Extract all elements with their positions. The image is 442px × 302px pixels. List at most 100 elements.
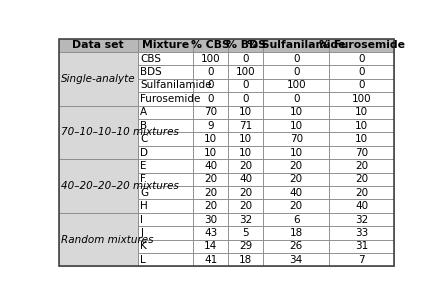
Bar	[193, 173, 228, 186]
Text: 10: 10	[239, 134, 252, 144]
Bar	[137, 65, 193, 79]
Text: % BDS: % BDS	[226, 40, 266, 50]
Text: J: J	[140, 228, 143, 238]
Text: 32: 32	[355, 214, 368, 224]
Bar	[137, 159, 193, 173]
Text: 70: 70	[290, 134, 303, 144]
Text: 10: 10	[290, 147, 303, 158]
Text: 18: 18	[239, 255, 252, 265]
Bar	[329, 159, 394, 173]
Bar	[263, 226, 329, 240]
Bar	[263, 39, 329, 52]
Text: 100: 100	[236, 67, 255, 77]
Text: BDS: BDS	[140, 67, 162, 77]
Text: 0: 0	[358, 54, 365, 64]
Text: 20: 20	[239, 161, 252, 171]
Text: 20: 20	[355, 188, 368, 198]
Text: 0: 0	[243, 54, 249, 64]
Text: F: F	[140, 174, 146, 184]
Bar	[193, 226, 228, 240]
Bar	[329, 132, 394, 146]
Bar	[228, 39, 263, 52]
Bar	[137, 146, 193, 159]
Text: 30: 30	[204, 214, 217, 224]
Text: 40–20–20–20 mixtures: 40–20–20–20 mixtures	[61, 181, 179, 191]
Bar	[329, 173, 394, 186]
Bar	[228, 146, 263, 159]
Bar	[263, 146, 329, 159]
Text: Data set: Data set	[72, 40, 124, 50]
Bar	[137, 240, 193, 253]
Text: Furosemide: Furosemide	[140, 94, 201, 104]
Bar	[59, 159, 137, 213]
Bar	[263, 240, 329, 253]
Text: 10: 10	[290, 107, 303, 117]
Bar	[329, 79, 394, 92]
Bar	[137, 79, 193, 92]
Bar	[263, 186, 329, 199]
Text: 20: 20	[204, 201, 217, 211]
Bar	[329, 146, 394, 159]
Text: 6: 6	[293, 214, 300, 224]
Bar	[137, 186, 193, 199]
Text: Single-analyte: Single-analyte	[61, 74, 136, 84]
Text: 20: 20	[239, 188, 252, 198]
Text: 0: 0	[207, 81, 214, 91]
Bar	[228, 106, 263, 119]
Text: 0: 0	[243, 81, 249, 91]
Bar	[329, 240, 394, 253]
Bar	[329, 39, 394, 52]
Bar	[137, 132, 193, 146]
Text: 9: 9	[207, 121, 214, 131]
Text: 0: 0	[293, 94, 299, 104]
Bar	[228, 92, 263, 106]
Text: G: G	[140, 188, 149, 198]
Bar	[228, 199, 263, 213]
Text: 20: 20	[204, 188, 217, 198]
Bar	[228, 132, 263, 146]
Text: 34: 34	[290, 255, 303, 265]
Text: H: H	[140, 201, 148, 211]
Text: 40: 40	[355, 201, 368, 211]
Text: Sulfanilamide: Sulfanilamide	[140, 81, 212, 91]
Text: 10: 10	[204, 134, 217, 144]
Bar	[263, 213, 329, 226]
Bar	[59, 39, 137, 52]
Text: 18: 18	[290, 228, 303, 238]
Bar	[263, 132, 329, 146]
Text: 10: 10	[239, 147, 252, 158]
Text: 0: 0	[293, 54, 299, 64]
Text: 7: 7	[358, 255, 365, 265]
Text: 41: 41	[204, 255, 217, 265]
Text: 20: 20	[204, 174, 217, 184]
Text: 10: 10	[239, 107, 252, 117]
Text: 20: 20	[290, 174, 303, 184]
Text: 31: 31	[355, 241, 368, 251]
Bar	[193, 132, 228, 146]
Bar	[228, 173, 263, 186]
Text: Random mixtures: Random mixtures	[61, 235, 154, 245]
Bar	[263, 65, 329, 79]
Text: L: L	[140, 255, 146, 265]
Text: 40: 40	[290, 188, 303, 198]
Bar	[329, 52, 394, 65]
Bar	[329, 92, 394, 106]
Text: % CBS: % CBS	[191, 40, 230, 50]
Text: I: I	[140, 214, 143, 224]
Bar	[228, 119, 263, 132]
Text: B: B	[140, 121, 147, 131]
Text: 100: 100	[352, 94, 371, 104]
Bar	[228, 253, 263, 266]
Bar	[193, 39, 228, 52]
Bar	[263, 92, 329, 106]
Text: 0: 0	[358, 81, 365, 91]
Bar	[228, 159, 263, 173]
Bar	[193, 119, 228, 132]
Text: 20: 20	[290, 161, 303, 171]
Bar	[59, 106, 137, 159]
Bar	[329, 253, 394, 266]
Text: 10: 10	[290, 121, 303, 131]
Text: 70: 70	[204, 107, 217, 117]
Bar	[263, 159, 329, 173]
Bar	[193, 199, 228, 213]
